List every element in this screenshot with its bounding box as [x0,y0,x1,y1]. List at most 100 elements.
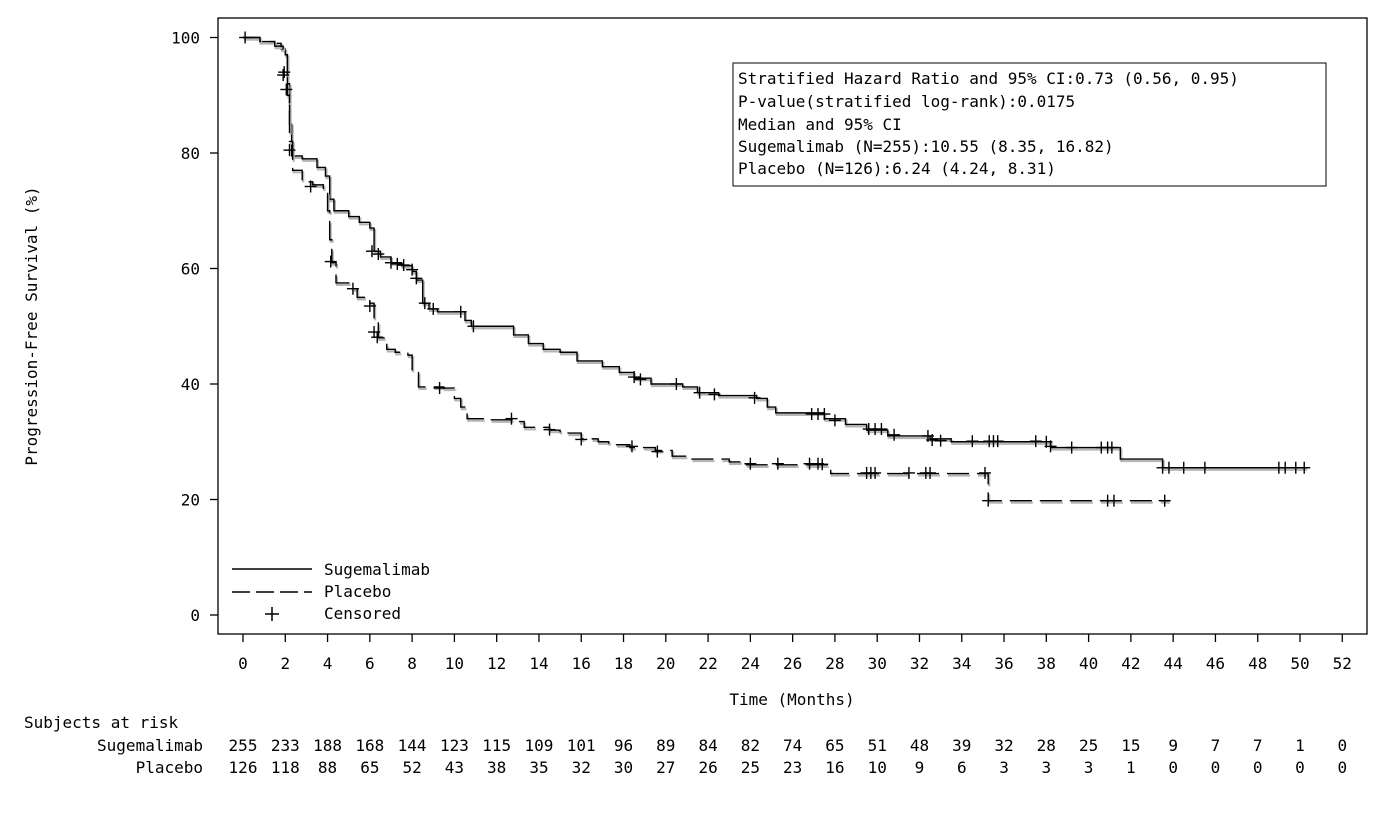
censor-mark-placebo [371,331,384,344]
risk-value-placebo: 26 [698,758,717,777]
risk-value-placebo: 35 [529,758,548,777]
risk-value-sugemalimab: 15 [1121,736,1140,755]
x-tick-label: 18 [614,654,633,673]
risk-value-placebo: 0 [1211,758,1221,777]
y-tick-label: 100 [171,29,200,48]
censor-mark-sugemalimab [1105,441,1118,454]
stats-box: Stratified Hazard Ratio and 95% CI:0.73 … [732,62,1327,187]
risk-value-sugemalimab: 233 [271,736,300,755]
censor-mark-sugemalimab [1162,461,1175,474]
curve-band-sugemalimab [244,38,1308,471]
censor-mark-sugemalimab [277,69,290,82]
x-tick-label: 22 [698,654,717,673]
stats-box-frame [732,62,1327,187]
legend: Sugemalimab Placebo Censored [232,560,430,623]
censor-mark-sugemalimab [693,386,706,399]
y-tick-label: 40 [181,375,200,394]
stat-median-sugemalimab: Sugemalimab (N=255):10.55 (8.35, 16.82) [738,137,1114,156]
stat-p-value: P-value(stratified log-rank):0.0175 [738,92,1075,111]
risk-value-placebo: 23 [783,758,802,777]
x-tick-label: 14 [529,654,548,673]
censor-mark-placebo [982,494,995,507]
censor-mark-sugemalimab [384,256,397,269]
censor-marks [239,31,1311,507]
x-tick-label: 40 [1079,654,1098,673]
censor-mark-sugemalimab [991,435,1004,448]
censor-mark-sugemalimab [634,373,647,386]
y-tick-label: 60 [181,260,200,279]
risk-value-sugemalimab: 89 [656,736,675,755]
censor-mark-sugemalimab [283,144,296,157]
censor-mark-sugemalimab [410,272,423,285]
x-tick-label: 48 [1248,654,1267,673]
risk-value-placebo: 30 [614,758,633,777]
risk-value-placebo: 25 [741,758,760,777]
censor-mark-placebo [744,457,757,470]
censor-mark-placebo [651,445,664,458]
x-tick-label: 20 [656,654,675,673]
censor-mark-placebo [505,412,518,425]
risk-value-sugemalimab: 96 [614,736,633,755]
risk-value-sugemalimab: 9 [1168,736,1178,755]
y-axis: 0 20 40 60 80 100 [171,29,218,625]
censor-mark-placebo [924,466,937,479]
risk-value-sugemalimab: 82 [741,736,760,755]
censor-mark-sugemalimab [304,180,317,193]
censor-mark-sugemalimab [406,263,419,276]
risk-value-placebo: 43 [445,758,464,777]
censor-mark-sugemalimab [1029,435,1042,448]
censor-mark-sugemalimab [828,414,841,427]
censor-mark-placebo [575,433,588,446]
risk-value-placebo: 0 [1168,758,1178,777]
risk-value-placebo: 32 [572,758,591,777]
risk-value-sugemalimab: 0 [1337,736,1347,755]
y-tick-label: 20 [181,491,200,510]
risk-value-placebo: 16 [825,758,844,777]
curve-band-placebo [244,38,1170,504]
legend-label-placebo: Placebo [324,582,391,601]
censor-mark-sugemalimab [372,248,385,261]
x-tick-label: 38 [1037,654,1056,673]
censor-mark-placebo [902,466,915,479]
x-tick-label: 8 [407,654,417,673]
censor-mark-sugemalimab [1065,441,1078,454]
censor-mark-sugemalimab [888,428,901,441]
censor-mark-placebo [346,282,359,295]
censor-mark-placebo [816,458,829,471]
censor-mark-sugemalimab [418,297,431,310]
stat-median-heading: Median and 95% CI [738,115,902,134]
censor-mark-sugemalimab [467,320,480,333]
censor-mark-sugemalimab [454,305,467,318]
risk-value-sugemalimab: 25 [1079,736,1098,755]
legend-label-censored: Censored [324,604,401,623]
risk-value-sugemalimab: 51 [868,736,887,755]
risk-table: Subjects at risk Sugemalimab Placebo 255… [24,713,1347,777]
x-tick-label: 30 [868,654,887,673]
risk-table-title: Subjects at risk [24,713,178,732]
risk-value-placebo: 0 [1253,758,1263,777]
censor-mark-placebo [363,300,376,313]
risk-value-placebo: 27 [656,758,675,777]
censor-mark-sugemalimab [397,259,410,272]
y-tick-label: 80 [181,144,200,163]
censor-mark-sugemalimab [1044,440,1057,453]
x-tick-label: 6 [365,654,375,673]
x-tick-label: 50 [1290,654,1309,673]
risk-value-placebo: 38 [487,758,506,777]
risk-value-sugemalimab: 32 [994,736,1013,755]
censor-mark-sugemalimab [391,257,404,270]
risk-value-placebo: 52 [402,758,421,777]
x-tick-label: 10 [445,654,464,673]
risk-value-placebo: 65 [360,758,379,777]
risk-value-sugemalimab: 28 [1037,736,1056,755]
x-tick-label: 24 [741,654,760,673]
risk-value-placebo: 3 [1041,758,1051,777]
y-axis-title: Progression-Free Survival (%) [22,186,41,465]
risk-value-sugemalimab: 101 [567,736,596,755]
censor-mark-placebo [543,423,556,436]
x-tick-label: 34 [952,654,971,673]
x-tick-label: 2 [280,654,290,673]
risk-value-placebo: 118 [271,758,300,777]
risk-value-placebo: 0 [1295,758,1305,777]
